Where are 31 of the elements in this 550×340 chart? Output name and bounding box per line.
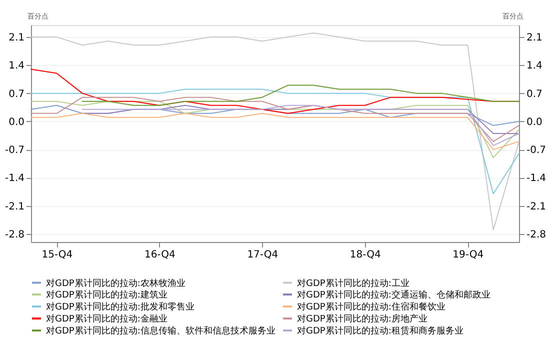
y-tick-label: 0.0 bbox=[8, 116, 24, 128]
x-tick-label: 19-Q4 bbox=[452, 250, 484, 260]
y-tick-label: 1.4 bbox=[8, 60, 24, 72]
y2-tick-label: -2.8 bbox=[526, 229, 546, 240]
legend-label: 对GDP累计同比的拉动:租赁和商务服务业 bbox=[297, 326, 464, 336]
legend-label: 对GDP累计同比的拉动:信息传输、软件和信息技术服务业 bbox=[46, 326, 276, 336]
y-tick-label: -0.7 bbox=[4, 145, 24, 156]
x-tick-label: 17-Q4 bbox=[247, 250, 278, 260]
legend-label: 对GDP累计同比的拉动:建筑业 bbox=[46, 290, 168, 300]
y-tick-label: -1.4 bbox=[4, 173, 24, 184]
y2-tick-label: 0.7 bbox=[526, 88, 542, 100]
legend-label: 对GDP累计同比的拉动:批发和零售业 bbox=[46, 302, 194, 312]
legend-label: 对GDP累计同比的拉动:房地产业 bbox=[297, 314, 428, 324]
legend-label: 对GDP累计同比的拉动:交通运输、仓储和邮政业 bbox=[297, 290, 490, 300]
y-tick-label: -2.8 bbox=[4, 229, 24, 240]
x-tick-label: 15-Q4 bbox=[42, 250, 73, 260]
y-tick-label: -2.1 bbox=[4, 201, 24, 212]
y2-tick-label: 2.1 bbox=[526, 32, 542, 44]
y-tick-label: 2.1 bbox=[8, 32, 24, 44]
y2-tick-label: 1.4 bbox=[526, 60, 542, 72]
legend-label: 对GDP累计同比的拉动:农林牧渔业 bbox=[46, 278, 186, 289]
y2-tick-label: -0.7 bbox=[526, 145, 546, 156]
y2-tick-label: 0.0 bbox=[526, 116, 542, 128]
y2-tick-label: -2.1 bbox=[526, 201, 546, 212]
legend-label: 对GDP累计同比的拉动:工业 bbox=[297, 278, 410, 289]
x-tick-label: 18-Q4 bbox=[350, 250, 381, 260]
y-tick-label: 0.7 bbox=[8, 88, 24, 100]
x-tick-label: 16-Q4 bbox=[144, 250, 176, 260]
y2-tick-label: -1.4 bbox=[526, 173, 546, 184]
legend-label: 对GDP累计同比的拉动:金融业 bbox=[46, 314, 168, 324]
legend-label: 对GDP累计同比的拉动:住宿和餐饮业 bbox=[297, 302, 446, 312]
